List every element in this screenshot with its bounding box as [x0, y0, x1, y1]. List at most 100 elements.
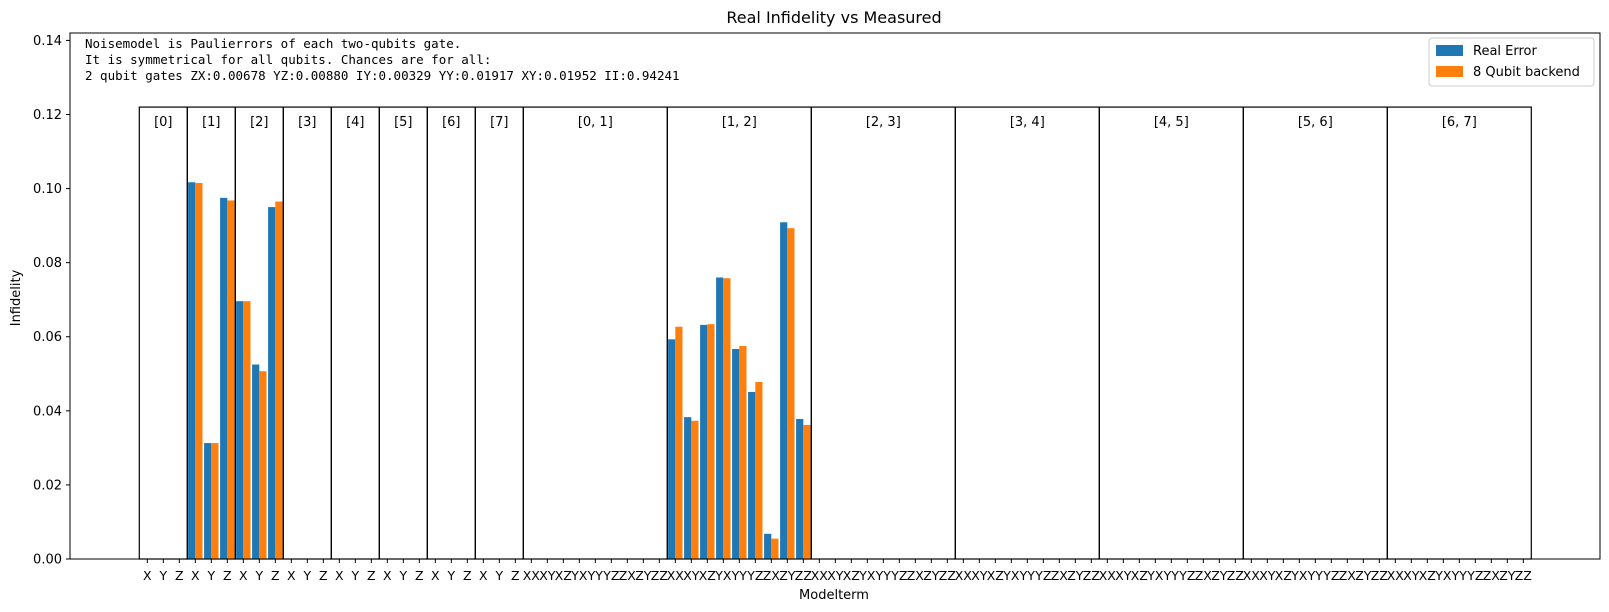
- x-tick-label: ZZ: [939, 568, 956, 583]
- bar-real-error: [716, 277, 724, 559]
- x-tick-label: ZY: [1355, 568, 1372, 583]
- x-tick-label: Z: [319, 568, 328, 583]
- group-labels: [0] [1] [2] [3] [4] [5] [6] [7] [0, 1] [1, 2] [2, …: [154, 115, 1477, 130]
- bar-8-qubit-backend: [675, 326, 683, 559]
- x-tick-label: ZY: [779, 568, 796, 583]
- x-tick-label: Y: [446, 568, 455, 583]
- bar-real-error: [268, 207, 276, 560]
- x-tick-label: XZ: [1419, 568, 1436, 583]
- group-box: [282, 106, 332, 560]
- x-tick-label: YX: [858, 568, 876, 583]
- y-tick-label: 0.14: [33, 34, 62, 49]
- x-tick-label: YX: [1290, 568, 1308, 583]
- bar-real-error: [252, 364, 260, 559]
- group-label: [4]: [346, 115, 364, 130]
- bar-real-error: [764, 533, 772, 559]
- x-tick-label: ZY: [1499, 568, 1516, 583]
- x-tick-label: XZ: [987, 568, 1004, 583]
- x-tick-label: XX: [523, 568, 541, 583]
- group-label: [0]: [154, 115, 172, 130]
- group-box: [378, 106, 428, 560]
- x-axis-label: Modelterm: [799, 588, 869, 603]
- x-tick-label: YX: [1146, 568, 1164, 583]
- x-tick-label: YY: [731, 568, 748, 583]
- bar-real-error: [748, 391, 756, 559]
- group-label: [1, 2]: [722, 115, 757, 130]
- x-tick-label: Z: [511, 568, 520, 583]
- x-tick-label: XZ: [1131, 568, 1148, 583]
- x-tick-label: X: [239, 568, 248, 583]
- group-label: [5, 6]: [1298, 115, 1333, 130]
- bar-8-qubit-backend: [723, 278, 731, 559]
- x-tick-label: YZ: [1034, 568, 1051, 583]
- x-tick-label: X: [431, 568, 440, 583]
- annotation-text: Noisemodel is Paulierrors of each two-qu…: [85, 36, 680, 83]
- bar-8-qubit-backend: [243, 301, 251, 559]
- y-axis-label: Infidelity: [9, 269, 24, 326]
- bar-real-error: [700, 324, 708, 559]
- y-tick-label: 0.00: [33, 553, 62, 568]
- chart-title: Real Infidelity vs Measured: [726, 8, 941, 27]
- group-box: [1242, 106, 1388, 560]
- x-tick-label: XY: [1259, 568, 1276, 583]
- group-box: [330, 106, 380, 560]
- bar-8-qubit-backend: [771, 538, 779, 559]
- y-ticks: 0.00 0.02 0.04 0.06 0.08 0.10 0.12 0.14: [33, 34, 70, 568]
- x-tick-label: YX: [1434, 568, 1452, 583]
- annotation-line-1: Noisemodel is Paulierrors of each two-qu…: [85, 36, 461, 51]
- y-tick-label: 0.08: [33, 256, 62, 271]
- x-tick-label: YZ: [1466, 568, 1483, 583]
- group-label: [2]: [250, 115, 268, 130]
- x-tick-label: YY: [1307, 568, 1324, 583]
- group-label: [0, 1]: [578, 115, 613, 130]
- x-tick-label: X: [335, 568, 344, 583]
- x-tick-label: YY: [875, 568, 892, 583]
- x-tick-label: ZX: [763, 568, 781, 583]
- x-tick-label: XX: [1099, 568, 1117, 583]
- y-tick-label: 0.06: [33, 330, 62, 345]
- x-tick-label: X: [287, 568, 296, 583]
- group-box: [1386, 106, 1532, 560]
- group-label: [4, 5]: [1154, 115, 1189, 130]
- x-tick-label: Z: [367, 568, 376, 583]
- x-tick-label: Z: [415, 568, 424, 583]
- x-tick-label: XZ: [1275, 568, 1292, 583]
- x-ticks: X Y Z X Y Z X Y Z X Y Z X Y Z X Y Z X Y Z X Y Z XX XY XZ YX YY YZ ZX ZY…: [143, 559, 1532, 583]
- legend-label-8-qubit-backend: 8 Qubit backend: [1473, 65, 1580, 80]
- legend-frame: [1428, 37, 1595, 87]
- x-tick-label: XX: [955, 568, 973, 583]
- x-tick-label: ZX: [619, 568, 637, 583]
- group-box: [1098, 106, 1244, 560]
- x-tick-label: YX: [570, 568, 588, 583]
- x-tick-label: YZ: [1178, 568, 1195, 583]
- group-box: [954, 106, 1100, 560]
- x-tick-label: ZZ: [1083, 568, 1100, 583]
- x-tick-label: Y: [350, 568, 359, 583]
- bar-real-error: [796, 418, 804, 559]
- x-tick-label: ZX: [907, 568, 925, 583]
- x-tick-label: YY: [587, 568, 604, 583]
- x-tick-label: X: [479, 568, 488, 583]
- bar-8-qubit-backend: [259, 371, 267, 559]
- x-tick-label: Y: [302, 568, 311, 583]
- group-box: [426, 106, 476, 560]
- group-box: [810, 106, 956, 560]
- bar-real-error: [732, 348, 740, 559]
- x-tick-label: XZ: [843, 568, 860, 583]
- x-tick-label: ZY: [1067, 568, 1084, 583]
- x-tick-label: YZ: [746, 568, 763, 583]
- group-box: [522, 106, 668, 560]
- x-tick-label: X: [191, 568, 200, 583]
- x-tick-label: XZ: [699, 568, 716, 583]
- group-box: [474, 106, 524, 560]
- x-tick-label: ZZ: [1371, 568, 1388, 583]
- x-tick-label: XX: [1243, 568, 1261, 583]
- x-tick-label: ZZ: [795, 568, 812, 583]
- x-tick-label: XX: [811, 568, 829, 583]
- annotation-line-2: It is symmetrical for all qubits. Chance…: [85, 52, 491, 67]
- group-label: [3]: [298, 115, 316, 130]
- x-tick-label: Y: [254, 568, 263, 583]
- x-tick-label: ZZ: [1227, 568, 1244, 583]
- x-tick-label: ZY: [1211, 568, 1228, 583]
- x-tick-label: YY: [1163, 568, 1180, 583]
